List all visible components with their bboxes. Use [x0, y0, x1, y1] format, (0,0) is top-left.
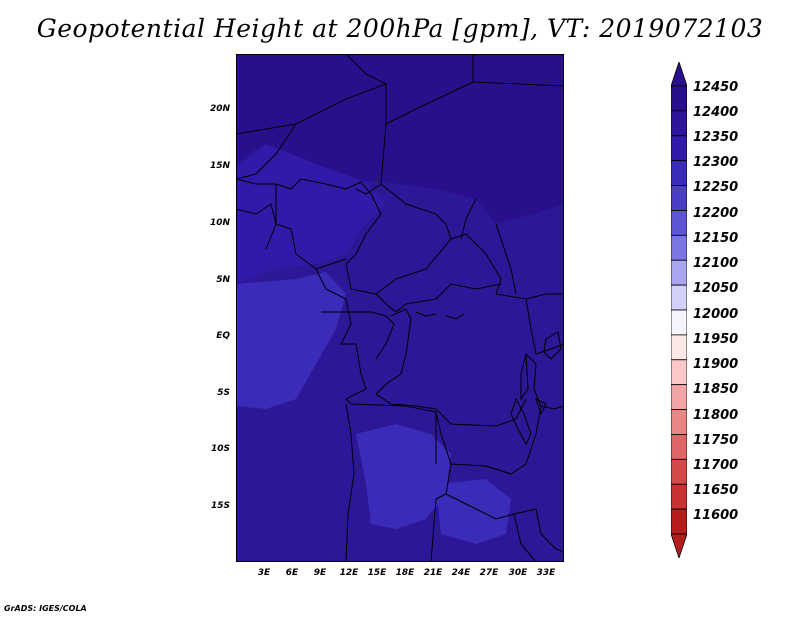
colorbar-segment [671, 210, 687, 236]
gulf-region [236, 272, 346, 409]
lon-label: 18E [395, 568, 415, 578]
lon-label: 15E [367, 568, 387, 578]
south-region-1 [356, 424, 451, 529]
lon-label: 12E [339, 568, 359, 578]
colorbar-segment [671, 309, 687, 336]
colorbar-segment [671, 508, 687, 535]
colorbar-label: 12150 [693, 231, 739, 246]
grads-credit: GrADS: IGES/COLA [4, 604, 87, 613]
colorbar-label: 12250 [693, 180, 739, 195]
lat-label: 15N [209, 161, 230, 171]
colorbar-bottom-arrow [671, 533, 687, 558]
colorbar-label: 11600 [693, 508, 739, 523]
north-darkest-region [236, 54, 564, 224]
colorbar-label: 11650 [693, 483, 739, 498]
colorbar-segment [671, 160, 687, 186]
map-title: Geopotential Height at 200hPa [gpm], VT:… [36, 14, 764, 43]
lat-label: 5N [216, 275, 230, 285]
lakes [415, 311, 562, 446]
lon-label: 9E [313, 568, 327, 578]
lon-label: 27E [479, 568, 499, 578]
colorbar-segment [671, 284, 687, 311]
colorbar-segment [671, 259, 687, 286]
colorbar-label: 11850 [693, 382, 739, 397]
lon-label: 3E [257, 568, 271, 578]
colorbar-segment [671, 483, 687, 510]
lat-label: 10N [209, 218, 230, 228]
colorbar-label: 12450 [693, 80, 739, 95]
colorbar-segment [671, 110, 687, 137]
colorbar-label: 12300 [693, 155, 739, 170]
colorbar-segment [671, 234, 687, 261]
lon-label: 6E [285, 568, 299, 578]
lat-label: 5S [217, 388, 230, 398]
colorbar-label: 12200 [693, 206, 739, 221]
west-africa-region [236, 144, 386, 284]
lat-label: 20N [209, 104, 230, 114]
lon-label: 24E [451, 568, 471, 578]
colorbar-segment [671, 409, 687, 435]
colorbar-segment [671, 384, 687, 410]
colorbar-segment [671, 434, 687, 460]
colorbar-label: 11800 [693, 408, 739, 423]
colorbar-segment [671, 85, 687, 112]
lat-label: 10S [210, 444, 230, 454]
colorbar-label: 12050 [693, 281, 739, 296]
colorbar-label: 12350 [693, 130, 739, 145]
lon-label: 21E [423, 568, 443, 578]
colorbar-label: 12000 [693, 307, 739, 322]
colorbar-segment [671, 458, 687, 485]
colorbar-label: 11950 [693, 332, 739, 347]
colorbar-segment [671, 359, 687, 386]
lon-label: 30E [508, 568, 528, 578]
colorbar-label: 11900 [693, 357, 739, 372]
lon-label: 33E [536, 568, 556, 578]
colorbar-label: 12100 [693, 256, 739, 271]
colorbar-top-arrow [671, 62, 687, 87]
lat-label: EQ [216, 331, 230, 341]
south-region-2 [436, 479, 511, 544]
colorbar-segment [671, 135, 687, 162]
colorbar [671, 62, 687, 558]
geopotential-map [236, 54, 564, 562]
lat-label: 15S [210, 501, 230, 511]
map-frame [236, 54, 564, 562]
country-borders [236, 54, 564, 562]
colorbar-label: 11700 [693, 458, 739, 473]
colorbar-segment [671, 185, 687, 211]
colorbar-label: 11750 [693, 433, 739, 448]
colorbar-segment [671, 334, 687, 361]
colorbar-label: 12400 [693, 105, 739, 120]
